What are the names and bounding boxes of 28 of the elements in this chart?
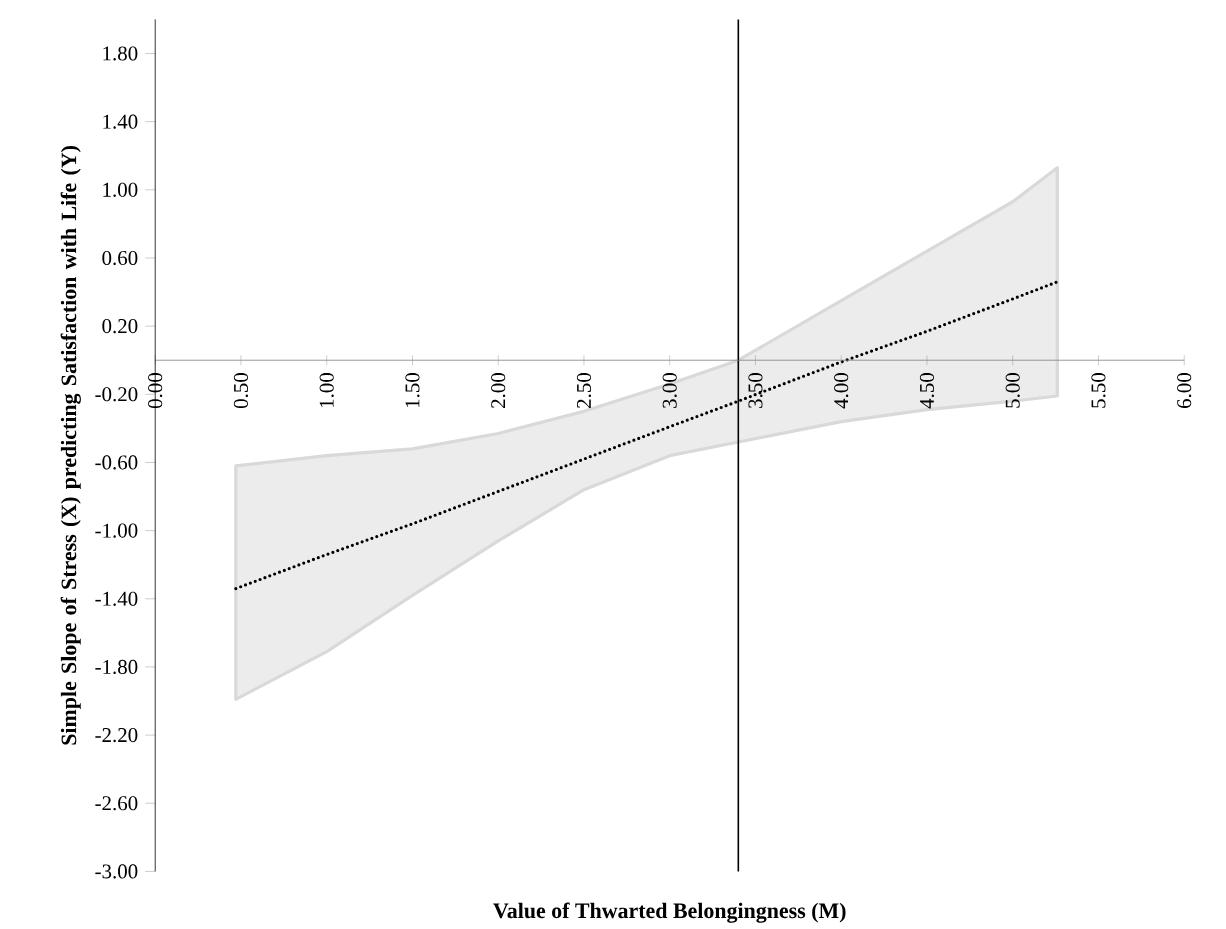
x-tick-label: 4.00 [834,372,849,409]
x-axis-title: Value of Thwarted Belongingness (M) [493,902,846,923]
x-tick-label: 0.50 [233,372,249,408]
y-tick-label: -2.60 [95,795,138,811]
x-tick-label: 5.00 [1005,372,1020,408]
y-tick-label: -0.20 [95,387,138,402]
y-tick-label: 1.00 [103,182,138,197]
y-axis-title: Simple Slope of Stress (X) predicting Satisfaction with Life (Y) [60,145,81,745]
x-tick-label: 1.00 [319,372,334,407]
x-tick-label: 4.50 [919,372,935,409]
y-tick-label: -1.40 [95,591,138,606]
y-tick-label: 1.80 [103,46,138,61]
y-tick-label: -2.20 [95,727,138,743]
y-tick-label: 0.60 [102,250,138,265]
x-tick-label: 0.00 [148,372,163,408]
y-tick-label: 1.40 [103,114,138,129]
x-tick-label: 2.00 [491,372,506,408]
x-tick-label: 6.00 [1177,372,1192,408]
x-tick-label: 2.50 [576,372,592,408]
x-tick-label: 3.00 [662,372,677,408]
y-tick-label: -0.60 [95,455,138,470]
x-tick-label: 5.50 [1091,372,1106,408]
y-tick-label: 0.20 [102,318,138,334]
y-tick-label: -1.80 [95,659,138,674]
y-tick-label: -3.00 [95,864,138,879]
x-tick-label: 3.50 [748,372,763,408]
y-tick-label: -1.00 [95,523,138,538]
x-tick-label: 1.50 [405,372,420,407]
